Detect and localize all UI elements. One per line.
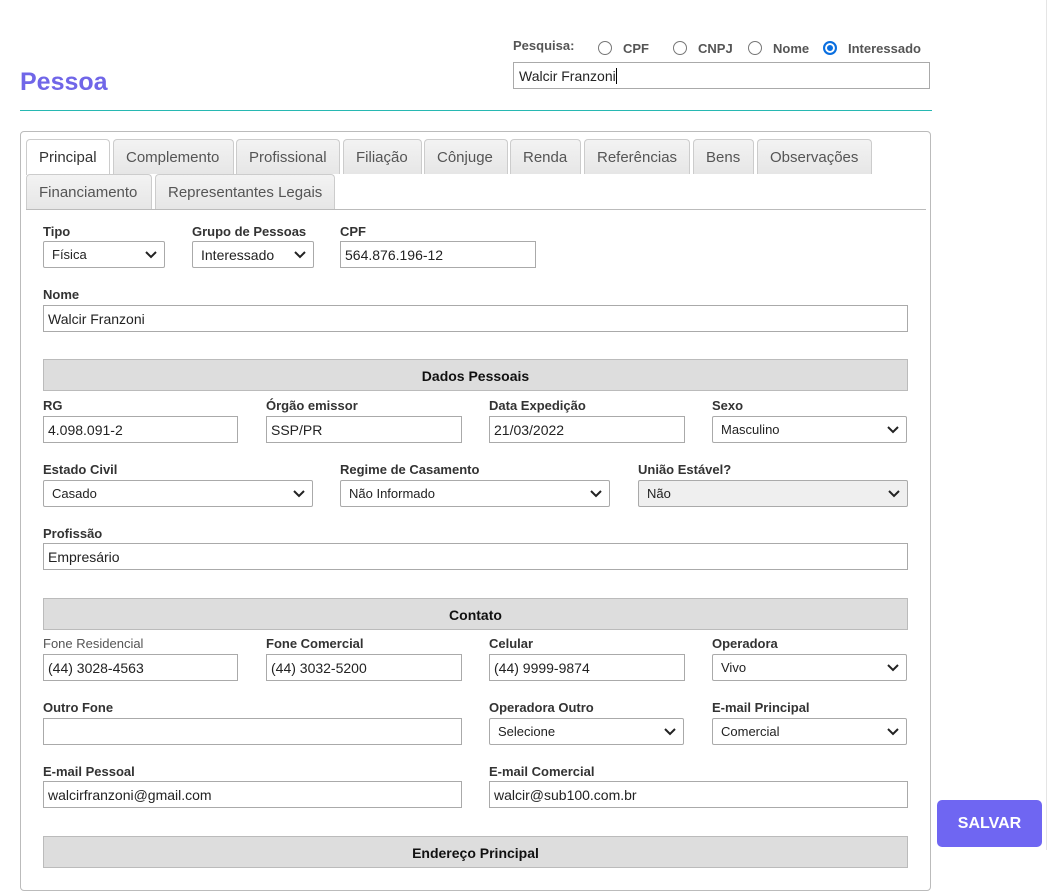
chevron-down-icon [145,251,157,259]
rg-input[interactable]: 4.098.091-2 [43,416,238,443]
profissao-input[interactable]: Empresário [43,543,908,570]
chevron-down-icon [293,490,305,498]
chevron-down-icon [888,490,900,498]
regime-label: Regime de Casamento [340,462,480,477]
operadora-select[interactable]: Vivo [712,654,907,681]
profissao-label: Profissão [43,526,103,541]
operadora-label: Operadora [712,636,778,651]
grupo-label: Grupo de Pessoas [192,224,307,239]
chevron-down-icon [664,728,676,736]
email-pessoal-label: E-mail Pessoal [43,764,135,779]
tab-bens[interactable]: Bens [693,139,754,174]
radio-nome-label: Nome [773,41,810,56]
uniao-estavel-select[interactable]: Não [638,480,908,507]
celular-label: Celular [489,636,534,651]
fone-comercial-label: Fone Comercial [266,636,364,651]
tab-profissional[interactable]: Profissional [236,139,340,174]
data-expedicao-label: Data Expedição [489,398,586,413]
text-cursor [615,68,617,84]
tab-filiacao[interactable]: Filiação [343,139,422,174]
email-principal-value: Comercial [721,724,780,739]
tipo-label: Tipo [43,224,71,239]
search-label: Pesquisa: [513,38,575,53]
regime-value: Não Informado [349,486,435,501]
radio-cpf-label: CPF [623,41,649,56]
fone-residencial-label: Fone Residencial [43,636,144,651]
tab-financiamento[interactable]: Financiamento [26,174,152,209]
operadora-outro-select[interactable]: Selecione [489,718,684,745]
chevron-down-icon [590,490,602,498]
tab-observacoes[interactable]: Observações [757,139,872,174]
regime-select[interactable]: Não Informado [340,480,610,507]
orgao-input[interactable]: SSP/PR [266,416,462,443]
uniao-estavel-label: União Estável? [638,462,732,477]
grupo-select[interactable]: Interessado [192,241,314,268]
fone-comercial-input[interactable]: (44) 3032-5200 [266,654,462,681]
email-principal-label: E-mail Principal [712,700,810,715]
tab-bar-border [26,209,926,210]
scrollbar-track[interactable] [1046,0,1047,850]
search-input-value: Walcir Franzoni [519,68,616,84]
celular-input[interactable]: (44) 9999-9874 [489,654,685,681]
section-contato: Contato [43,598,908,630]
section-dados-pessoais: Dados Pessoais [43,359,908,391]
fone-residencial-input[interactable]: (44) 3028-4563 [43,654,238,681]
radio-cnpj-label: CNPJ [698,41,733,56]
radio-nome[interactable] [748,41,762,55]
operadora-outro-label: Operadora Outro [489,700,594,715]
tipo-select[interactable]: Física [43,241,165,268]
uniao-estavel-value: Não [647,486,671,501]
email-principal-select[interactable]: Comercial [712,718,907,745]
title-divider [20,110,932,111]
operadora-outro-value: Selecione [498,724,556,739]
estado-civil-label: Estado Civil [43,462,118,477]
tab-complemento[interactable]: Complemento [113,139,234,174]
tab-conjuge[interactable]: Cônjuge [424,139,508,174]
nome-label: Nome [43,287,80,302]
sexo-label: Sexo [712,398,744,413]
chevron-down-icon [887,664,899,672]
orgao-label: Órgão emissor [266,398,358,413]
data-expedicao-input[interactable]: 21/03/2022 [489,416,685,443]
email-comercial-label: E-mail Comercial [489,764,595,779]
email-comercial-input[interactable]: walcir@sub100.com.br [489,781,908,808]
chevron-down-icon [294,251,306,259]
estado-civil-select[interactable]: Casado [43,480,313,507]
sexo-value: Masculino [721,422,780,437]
tab-renda[interactable]: Renda [510,139,581,174]
email-pessoal-input[interactable]: walcirfranzoni@gmail.com [43,781,462,808]
operadora-value: Vivo [721,660,747,675]
save-button[interactable]: SALVAR [937,800,1042,847]
chevron-down-icon [887,728,899,736]
tab-representantes-legais[interactable]: Representantes Legais [155,174,335,209]
radio-cpf[interactable] [598,41,612,55]
cpf-input[interactable]: 564.876.196-12 [340,241,536,268]
tab-referencias[interactable]: Referências [584,139,690,174]
page-title: Pessoa [20,68,108,96]
section-endereco-principal: Endereço Principal [43,836,908,868]
radio-interessado-label: Interessado [848,41,921,56]
estado-civil-value: Casado [52,486,97,501]
outro-fone-input[interactable] [43,718,462,745]
tipo-value: Física [52,247,87,262]
search-input[interactable]: Walcir Franzoni [513,62,930,89]
nome-input[interactable]: Walcir Franzoni [43,305,908,332]
radio-cnpj[interactable] [673,41,687,55]
cpf-label: CPF [340,224,366,239]
tab-principal[interactable]: Principal [26,139,110,175]
outro-fone-label: Outro Fone [43,700,114,715]
rg-label: RG [43,398,63,413]
grupo-value: Interessado [201,247,275,263]
sexo-select[interactable]: Masculino [712,416,907,443]
chevron-down-icon [887,426,899,434]
radio-interessado[interactable] [823,41,837,55]
